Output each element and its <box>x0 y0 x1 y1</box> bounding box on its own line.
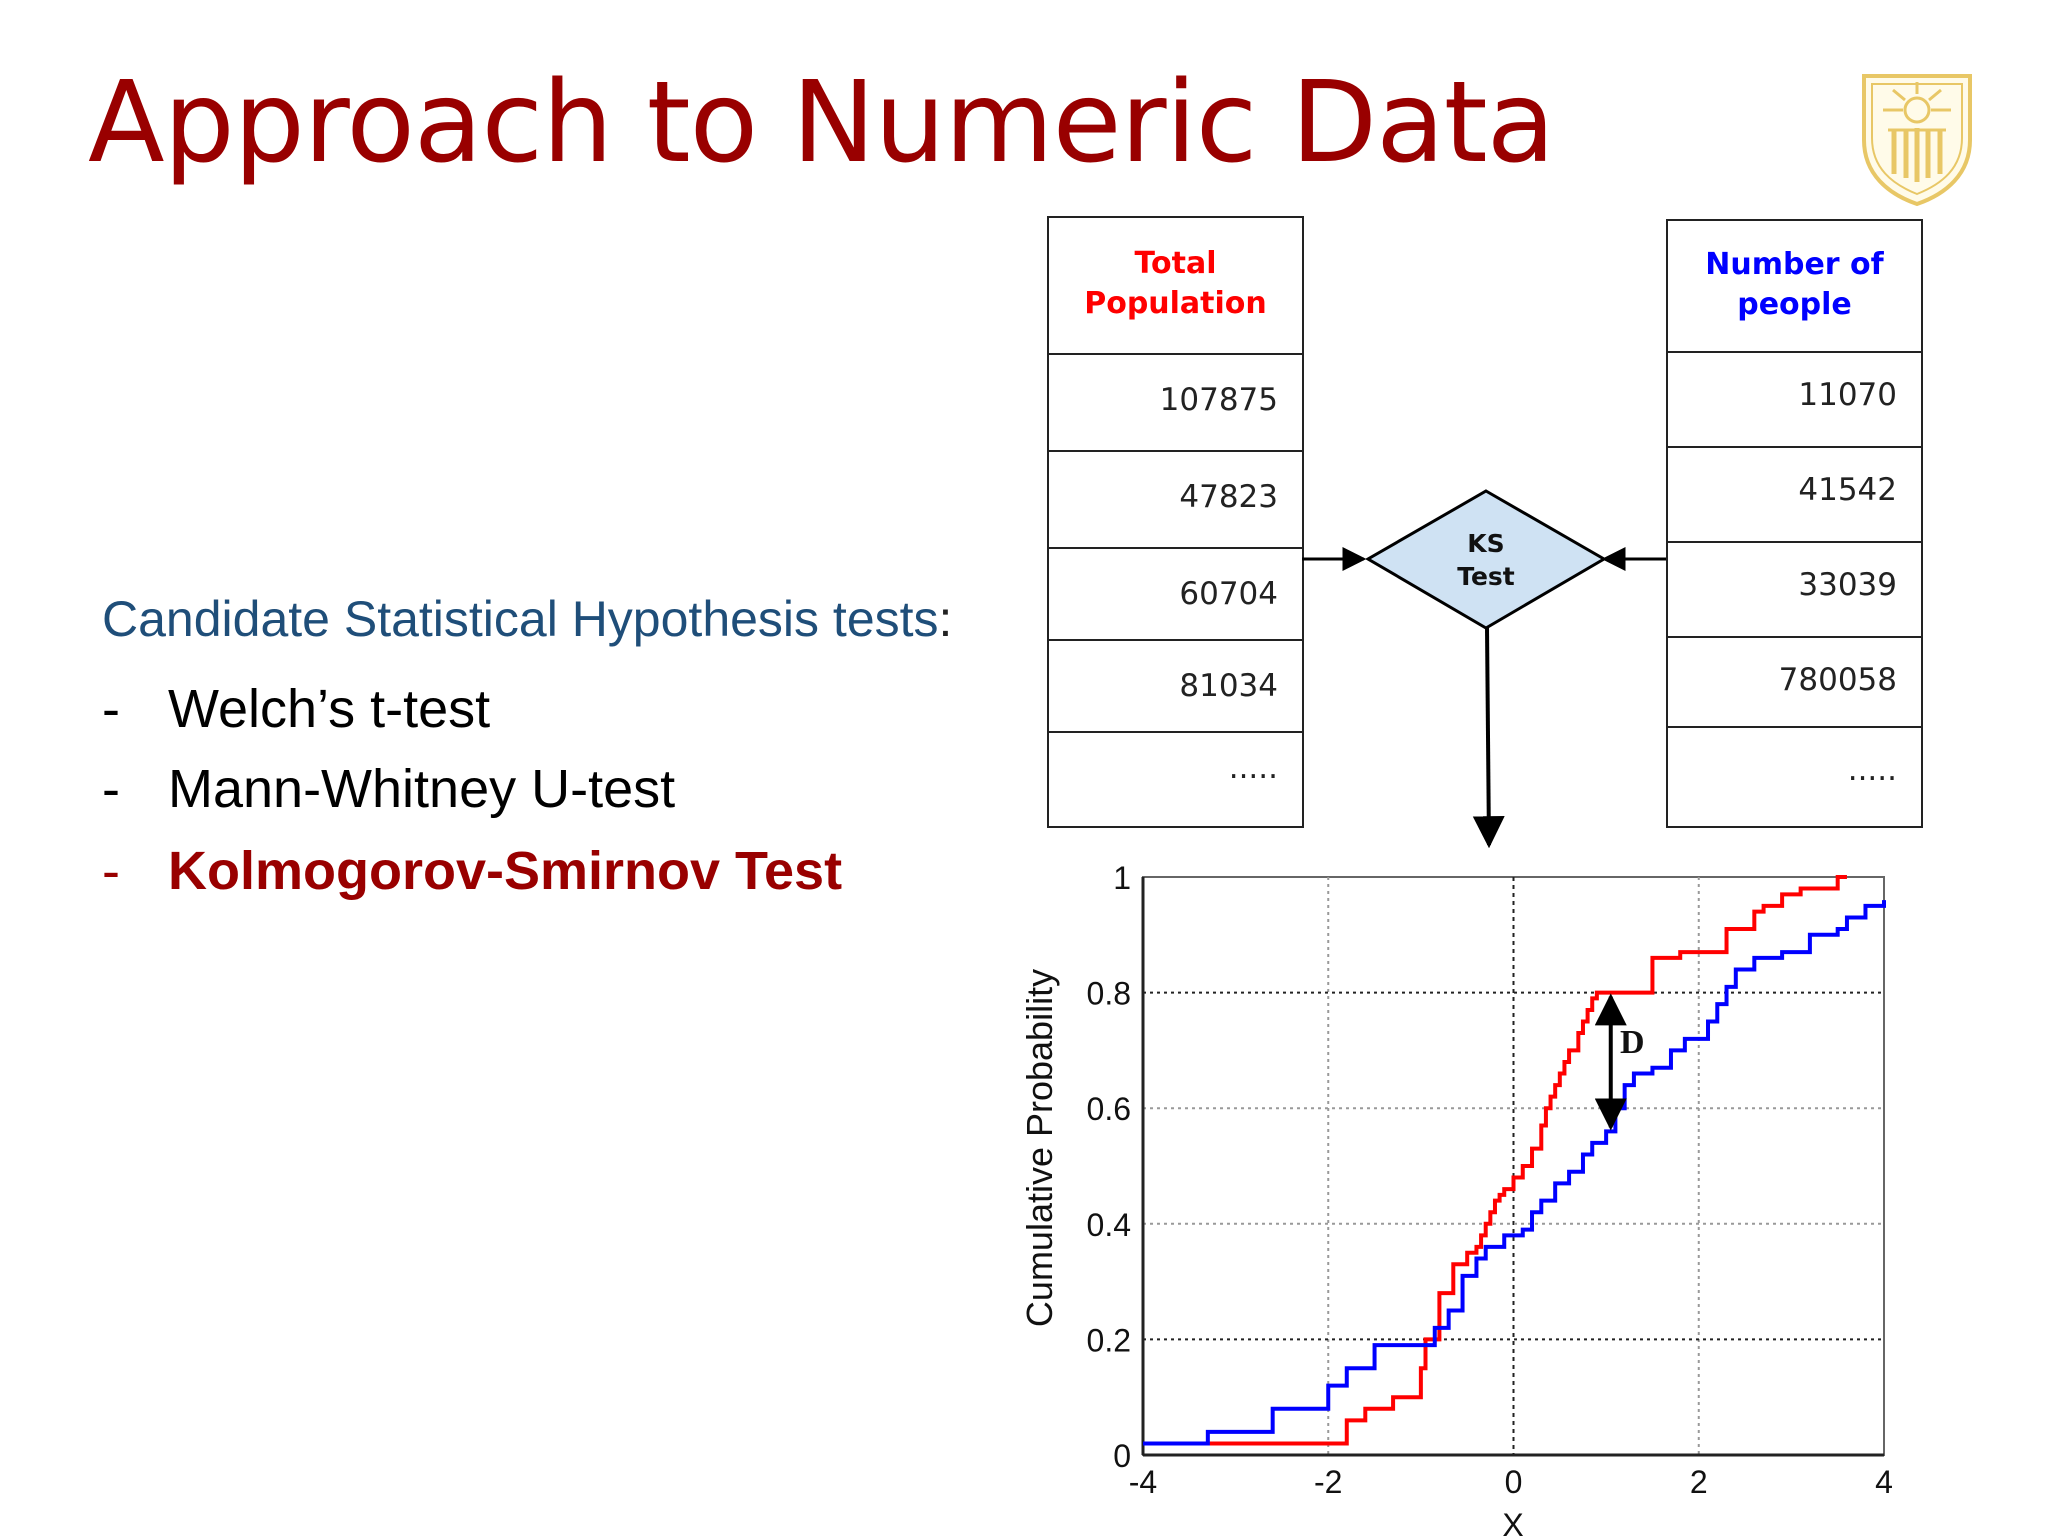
table-cell: ..... <box>1847 752 1897 788</box>
header-line: people <box>1737 287 1852 322</box>
y-tick-label: 0.2 <box>1087 1322 1131 1358</box>
y-tick-label: 0.6 <box>1087 1091 1131 1127</box>
header-line: Population <box>1084 286 1267 321</box>
total-population-table: Total Population 107875 47823 60704 8103… <box>1047 216 1304 828</box>
header-line: Number of <box>1705 247 1884 282</box>
y-tick-label: 1 <box>1113 860 1131 896</box>
bullet-text: Mann-Whitney U-test <box>168 759 676 819</box>
bullet-list: Candidate Statistical Hypothesis tests: … <box>102 590 952 901</box>
table-cell: 60704 <box>1049 549 1302 641</box>
table-cell: 11070 <box>1668 353 1921 448</box>
intro-colon: : <box>938 591 953 647</box>
bullet-dash: - <box>102 759 120 819</box>
x-tick-label: 2 <box>1690 1464 1708 1500</box>
bullet-text: Kolmogorov-Smirnov Test <box>168 841 843 901</box>
table-cell: 107875 <box>1049 355 1302 452</box>
table-cell: 47823 <box>1049 452 1302 549</box>
ks-label-line: Test <box>1457 562 1515 591</box>
table-cell: 41542 <box>1668 448 1921 543</box>
red-cdf-series <box>1143 875 1847 1446</box>
intro-text: Candidate Statistical Hypothesis tests <box>102 591 939 647</box>
table-cell: 780058 <box>1668 638 1921 728</box>
header-line: Total <box>1134 246 1217 281</box>
ks-test-diamond <box>1365 489 1607 630</box>
d-annotation: D <box>1620 1024 1645 1061</box>
x-tick-label: -2 <box>1314 1464 1342 1500</box>
number-of-people-table: Number of people 11070 41542 33039 78005… <box>1666 219 1923 828</box>
table-cell: 81034 <box>1049 641 1302 733</box>
table-header: Number of people <box>1668 221 1921 353</box>
x-axis-label: X <box>1502 1507 1523 1536</box>
bullet-dash: - <box>102 679 120 739</box>
bullet-dash: - <box>102 841 120 901</box>
cdf-plot: -4 -2 0 2 4 0 0.2 0.4 0.6 0.8 1 <box>1087 860 1893 1500</box>
x-tick-label: 0 <box>1505 1464 1523 1500</box>
bullet-intro: Candidate Statistical Hypothesis tests: <box>102 590 952 648</box>
table-cell: 33039 <box>1668 543 1921 638</box>
bullet-text: Welch’s t-test <box>168 679 491 739</box>
ks-label-line: KS <box>1467 529 1504 558</box>
y-axis-label: Cumulative Probability <box>1019 969 1060 1327</box>
table-cell: ..... <box>1228 750 1278 786</box>
y-tick-label: 0.4 <box>1087 1207 1131 1243</box>
slide-title: Approach to Numeric Data <box>88 58 1555 188</box>
table-header: Total Population <box>1049 218 1302 355</box>
university-seal-logo <box>1862 74 1972 206</box>
y-tick-label: 0 <box>1113 1438 1131 1474</box>
ks-to-chart-arrow <box>1472 627 1505 849</box>
x-tick-label: 4 <box>1875 1464 1893 1500</box>
y-tick-label: 0.8 <box>1087 976 1131 1012</box>
x-tick-label: -4 <box>1129 1464 1157 1500</box>
blue-cdf-series <box>1143 900 1886 1446</box>
